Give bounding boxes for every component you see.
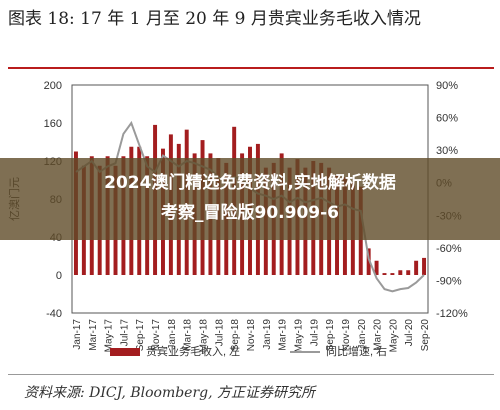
y-right-tick-label: -60% [436,243,462,255]
x-tick-label: Jul-19 [309,319,320,347]
y-right-tick-label: -90% [436,275,462,287]
x-tick-label: Jan-19 [262,319,273,350]
revenue-bar [374,260,379,275]
y-left-tick-label: 200 [44,80,62,92]
x-tick-label: Mar-20 [373,319,384,351]
revenue-bar [414,260,419,275]
y-right-tick-label: 30% [436,145,458,157]
legend-swatch-revenue [110,348,140,356]
watermark-text: 2024澳门精选免费资料,实地解析数据 考察_冒险版90.909-6 [0,168,500,228]
x-tick-label: May-19 [294,319,305,353]
x-tick-label: Nov-17 [151,319,162,352]
x-tick-label: Mar-18 [183,319,194,351]
revenue-bar [406,270,411,275]
x-tick-label: May-17 [104,319,115,353]
x-tick-label: Mar-17 [88,319,99,351]
header-divider [8,67,494,69]
watermark-line-2: 考察_冒险版90.909-6 [161,203,339,223]
x-tick-label: May-20 [388,319,399,353]
x-tick-label: Jan-18 [167,319,178,350]
x-tick-label: Jan-17 [72,319,83,350]
footer-divider [8,374,494,375]
x-tick-label: Sep-20 [420,319,431,352]
x-tick-label: Jul-20 [404,319,415,347]
x-tick-label: Sep-17 [135,319,146,352]
y-right-tick-label: 60% [436,113,458,125]
watermark-banner: 2024澳门精选免费资料,实地解析数据 考察_冒险版90.909-6 [0,158,500,240]
y-left-tick-label: -40 [46,308,62,320]
x-tick-label: Jul-18 [214,319,225,347]
x-tick-label: Nov-19 [341,319,352,352]
figure-footer: 资料来源: DICJ, Bloomberg, 方正证券研究所 [0,374,500,410]
legend-label-growth: 同比增速, 右 [326,344,387,358]
figure-title: 图表 18: 17 年 1 月至 20 年 9 月贵宾业务毛收入情况 [8,9,421,29]
figure-header: 图表 18: 17 年 1 月至 20 年 9 月贵宾业务毛收入情况 [0,0,500,69]
x-tick-label: Sep-19 [325,319,336,352]
x-tick-label: Sep-18 [230,319,241,352]
y-left-tick-label: 0 [56,270,62,282]
revenue-bar [422,257,427,275]
revenue-bar [382,273,387,275]
y-right-tick-label: 90% [436,80,458,92]
x-tick-label: Jul-17 [119,319,130,347]
revenue-bar [390,273,395,275]
x-tick-label: Nov-18 [246,319,257,352]
y-left-tick-label: 160 [44,118,62,130]
x-tick-label: May-18 [199,319,210,353]
x-tick-label: Jan-20 [357,319,368,350]
revenue-bar [398,270,403,275]
legend-label-revenue: 贵宾业务毛收入, 左 [146,344,240,358]
source-note: 资料来源: DICJ, Bloomberg, 方正证券研究所 [24,385,316,401]
y-right-tick-label: -120% [436,308,468,320]
x-tick-label: Mar-19 [278,319,289,351]
watermark-line-1: 2024澳门精选免费资料,实地解析数据 [104,173,396,193]
revenue-bar [366,248,371,275]
